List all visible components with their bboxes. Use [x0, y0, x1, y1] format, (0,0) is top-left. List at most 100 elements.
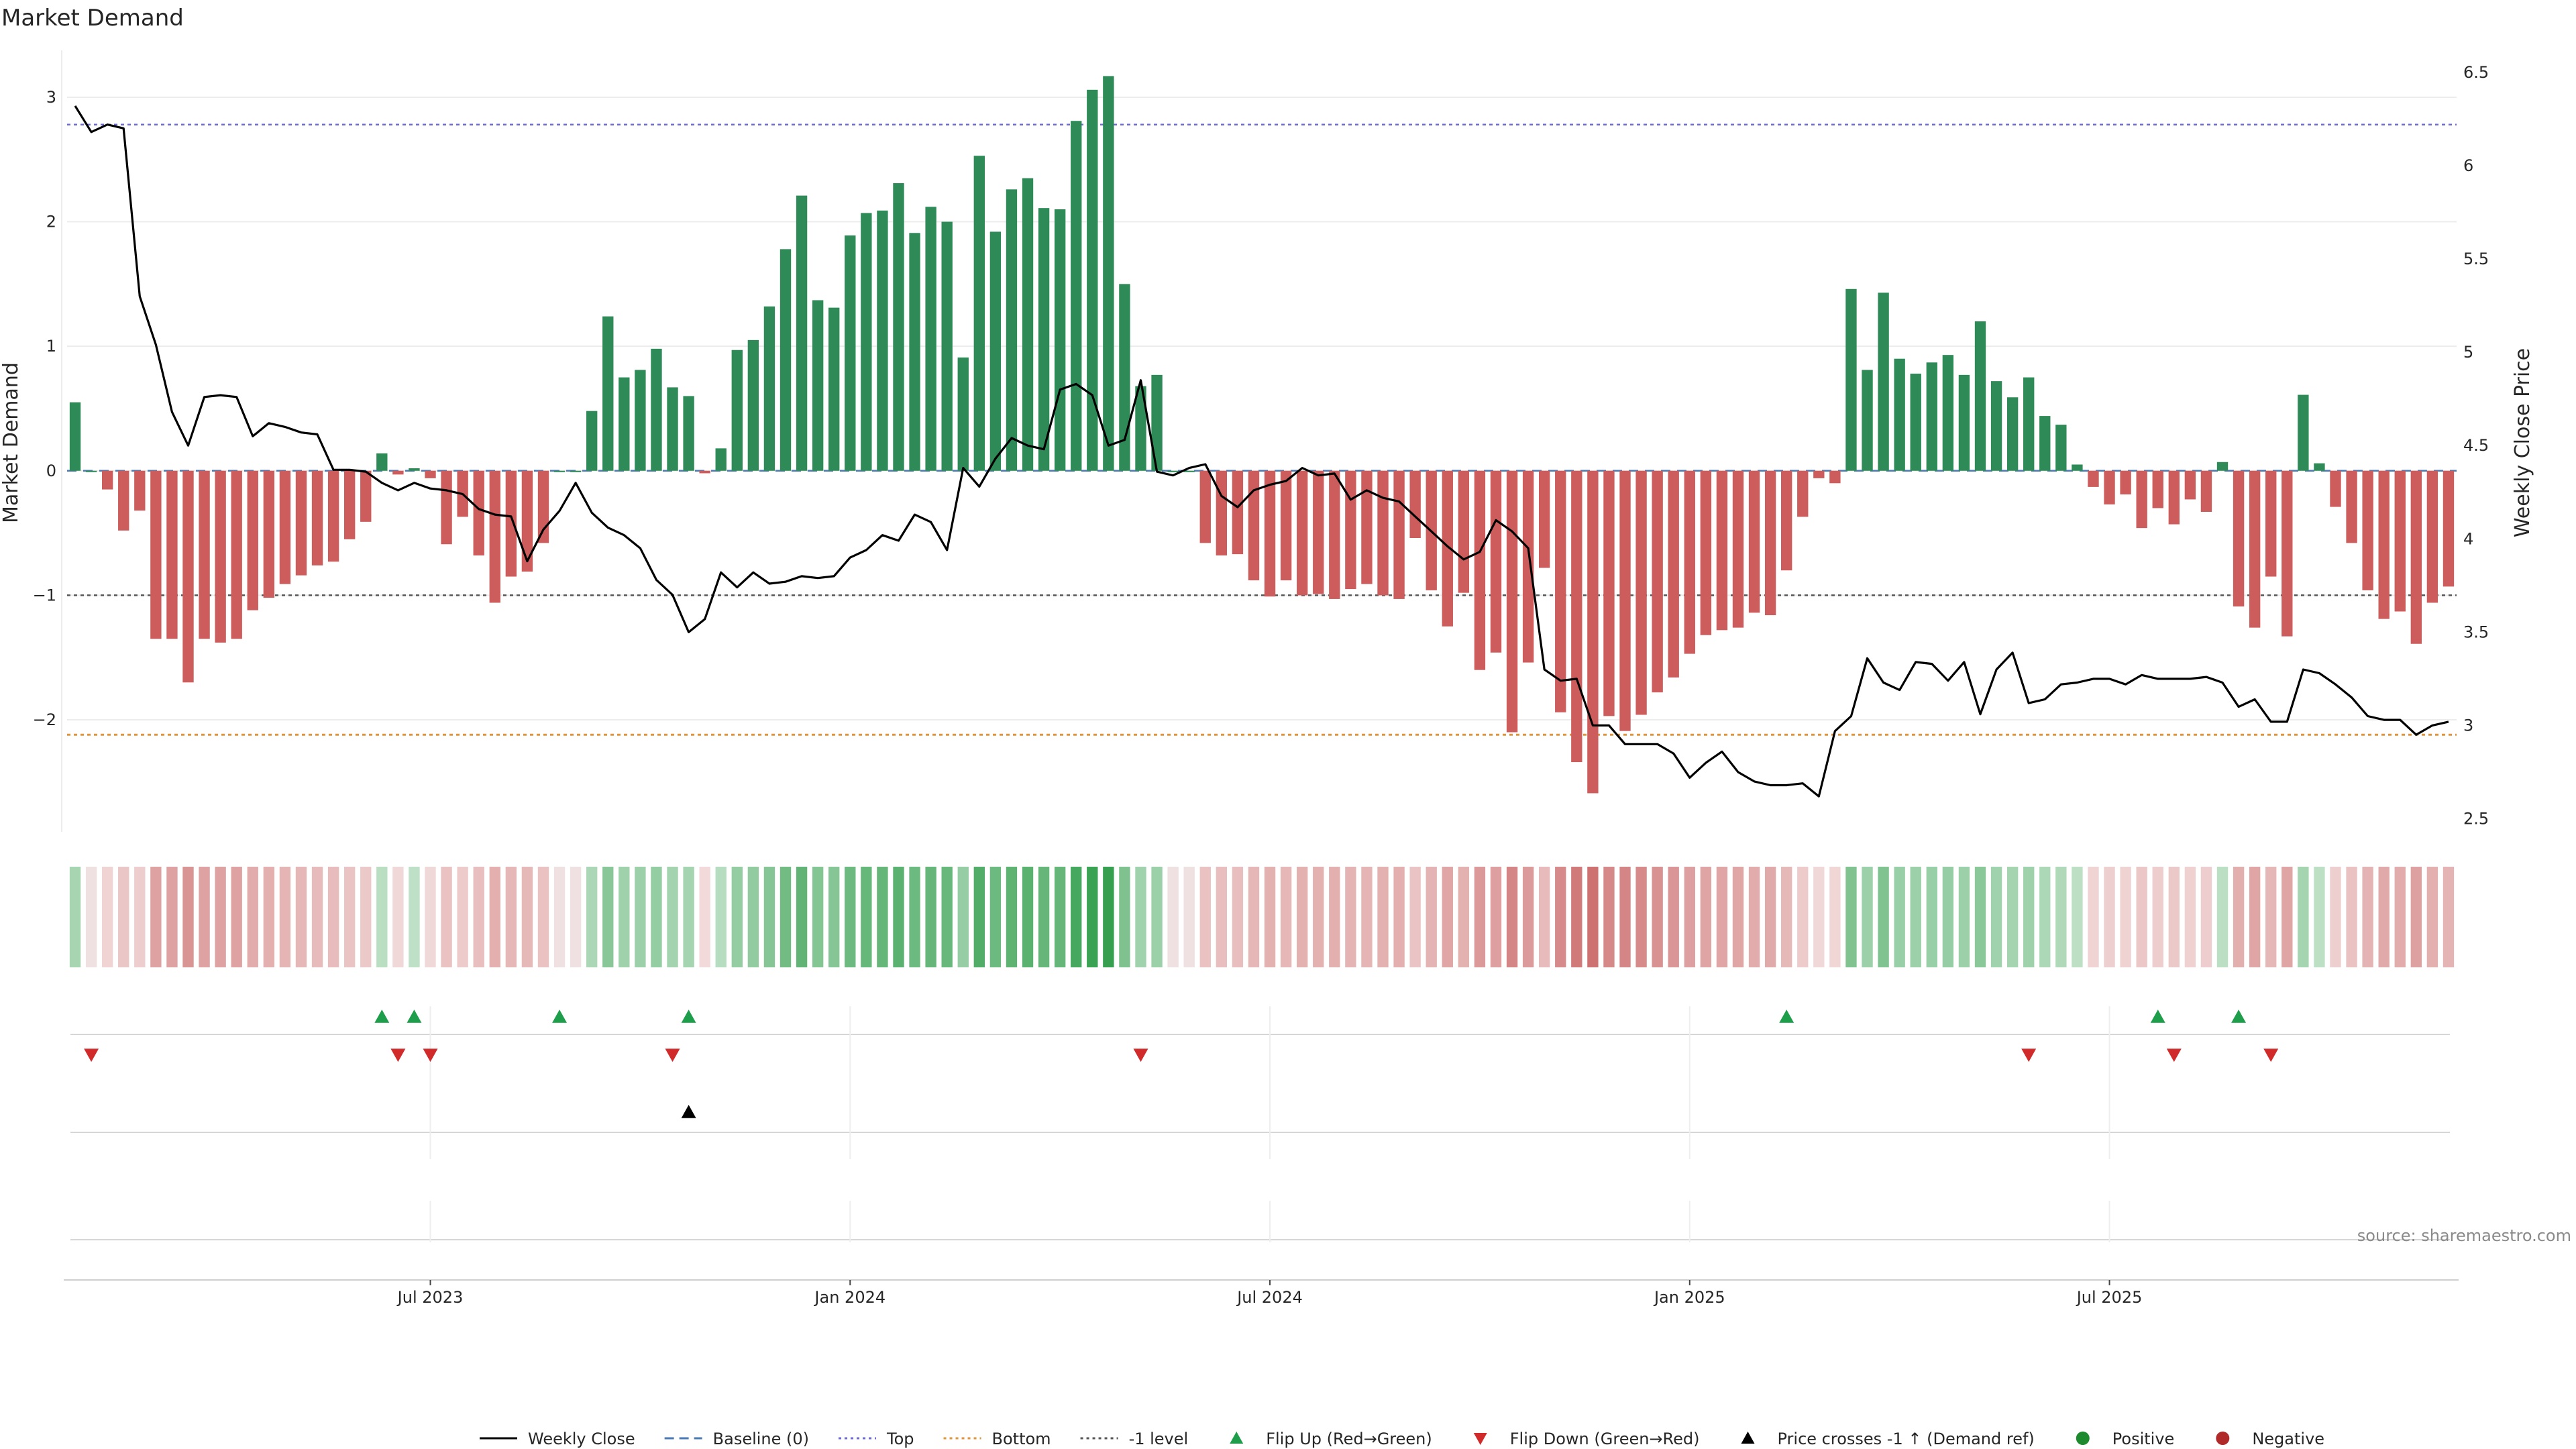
- flip-down-marker: [1133, 1049, 1148, 1062]
- right-tick-label: 6.5: [2463, 63, 2489, 82]
- heat-cell: [2378, 867, 2390, 967]
- heat-cell: [909, 867, 920, 967]
- x-tick-label: Jul 2024: [1236, 1288, 1303, 1307]
- demand-bar: [150, 470, 162, 639]
- demand-bar: [1329, 470, 1340, 599]
- demand-bar: [1216, 470, 1228, 555]
- demand-bar: [537, 470, 549, 543]
- demand-bar: [505, 470, 517, 577]
- heat-cell: [521, 867, 533, 967]
- heat-cell: [893, 867, 904, 967]
- heat-cell: [1958, 867, 1970, 967]
- demand-bar: [1183, 470, 1195, 472]
- demand-bar: [1781, 470, 1792, 571]
- demand-bar: [441, 470, 452, 545]
- left-tick-label: 3: [46, 88, 56, 107]
- demand-bar: [1345, 470, 1356, 590]
- reference-lines: [67, 123, 2457, 736]
- heat-cell: [635, 867, 646, 967]
- weekly-close-line: [74, 105, 2449, 798]
- heat-cell: [699, 867, 710, 967]
- left-tick-label: 1: [46, 337, 56, 356]
- heat-cell: [2362, 867, 2373, 967]
- demand-bar: [1006, 189, 1018, 471]
- demand-bar: [295, 470, 307, 576]
- demand-bar: [1878, 292, 1889, 471]
- heat-cell: [2394, 867, 2406, 967]
- demand-bar: [279, 470, 291, 584]
- demand-bar: [199, 470, 210, 639]
- demand-bar: [2249, 470, 2261, 628]
- heat-cell: [2410, 867, 2422, 967]
- legend: Weekly Close Baseline (0) Top Bottom -1 leve…: [480, 1430, 2324, 1448]
- heat-cell: [1603, 867, 1615, 967]
- demand-bar: [602, 316, 614, 471]
- demand-bar: [1409, 470, 1421, 538]
- heat-cell: [1216, 867, 1228, 967]
- flip-up-marker: [2150, 1010, 2165, 1023]
- heat-cell: [1151, 867, 1163, 967]
- demand-bar: [973, 156, 985, 471]
- demand-bar: [2298, 394, 2309, 471]
- left-tick-label: 0: [46, 462, 56, 480]
- legend-label: Price crosses -1 ↑ (Demand ref): [1778, 1430, 2035, 1448]
- heat-cell: [1006, 867, 1018, 967]
- demand-bar: [1652, 470, 1663, 693]
- heat-cell: [1894, 867, 1905, 967]
- demand-bar: [1474, 470, 1486, 670]
- heat-cell: [1442, 867, 1453, 967]
- demand-bar: [1393, 470, 1405, 599]
- demand-bar: [1862, 370, 1873, 471]
- right-tick-label: 4: [2463, 529, 2473, 548]
- heat-cell: [441, 867, 452, 967]
- heat-cell: [1716, 867, 1728, 967]
- demand-bar: [101, 470, 113, 490]
- heat-cell: [731, 867, 743, 967]
- demand-bar: [667, 387, 678, 471]
- demand-bar: [715, 448, 727, 471]
- heat-cell: [1490, 867, 1502, 967]
- demand-bar: [2265, 470, 2277, 577]
- flip-down-marker: [2263, 1049, 2279, 1062]
- chart-title: Market Demand: [1, 5, 184, 32]
- heat-cell: [2200, 867, 2212, 967]
- flip-down-marker: [423, 1049, 438, 1062]
- heat-cell: [1167, 867, 1179, 967]
- demand-bar: [1958, 374, 1970, 471]
- demand-bar: [1974, 321, 1986, 471]
- demand-bar: [1684, 470, 1695, 654]
- demand-bar: [699, 470, 710, 474]
- right-tick-label: 4.5: [2463, 436, 2489, 455]
- heat-cell: [1829, 867, 1841, 967]
- demand-bar: [2314, 463, 2325, 471]
- heat-cell: [861, 867, 872, 967]
- demand-bar: [343, 470, 356, 539]
- demand-bar: [1151, 374, 1163, 471]
- heat-cell: [2184, 867, 2196, 967]
- heat-cell: [1409, 867, 1421, 967]
- heat-cell: [2039, 867, 2051, 967]
- demand-bar: [731, 350, 743, 471]
- heat-cell: [457, 867, 468, 967]
- heat-cell: [1280, 867, 1292, 967]
- heat-cell: [651, 867, 662, 967]
- demand-bar: [957, 357, 969, 471]
- heat-cell: [989, 867, 1002, 967]
- heat-cell: [134, 867, 146, 967]
- demand-bar: [1442, 470, 1453, 627]
- demand-bar: [845, 235, 856, 471]
- flip-down-marker: [390, 1049, 406, 1062]
- heat-cell: [2023, 867, 2035, 967]
- demand-bar: [909, 233, 920, 471]
- demand-bar: [247, 470, 258, 610]
- legend-label: Flip Up (Red→Green): [1266, 1430, 1432, 1448]
- demand-bar: [1764, 470, 1776, 616]
- heat-cell: [2282, 867, 2293, 967]
- heat-cell: [2330, 867, 2341, 967]
- demand-bar: [683, 396, 694, 471]
- heat-cell: [1619, 867, 1631, 967]
- heat-cell: [1458, 867, 1470, 967]
- demand-bar: [812, 300, 824, 471]
- heat-cell: [941, 867, 953, 967]
- demand-bar: [1555, 470, 1566, 712]
